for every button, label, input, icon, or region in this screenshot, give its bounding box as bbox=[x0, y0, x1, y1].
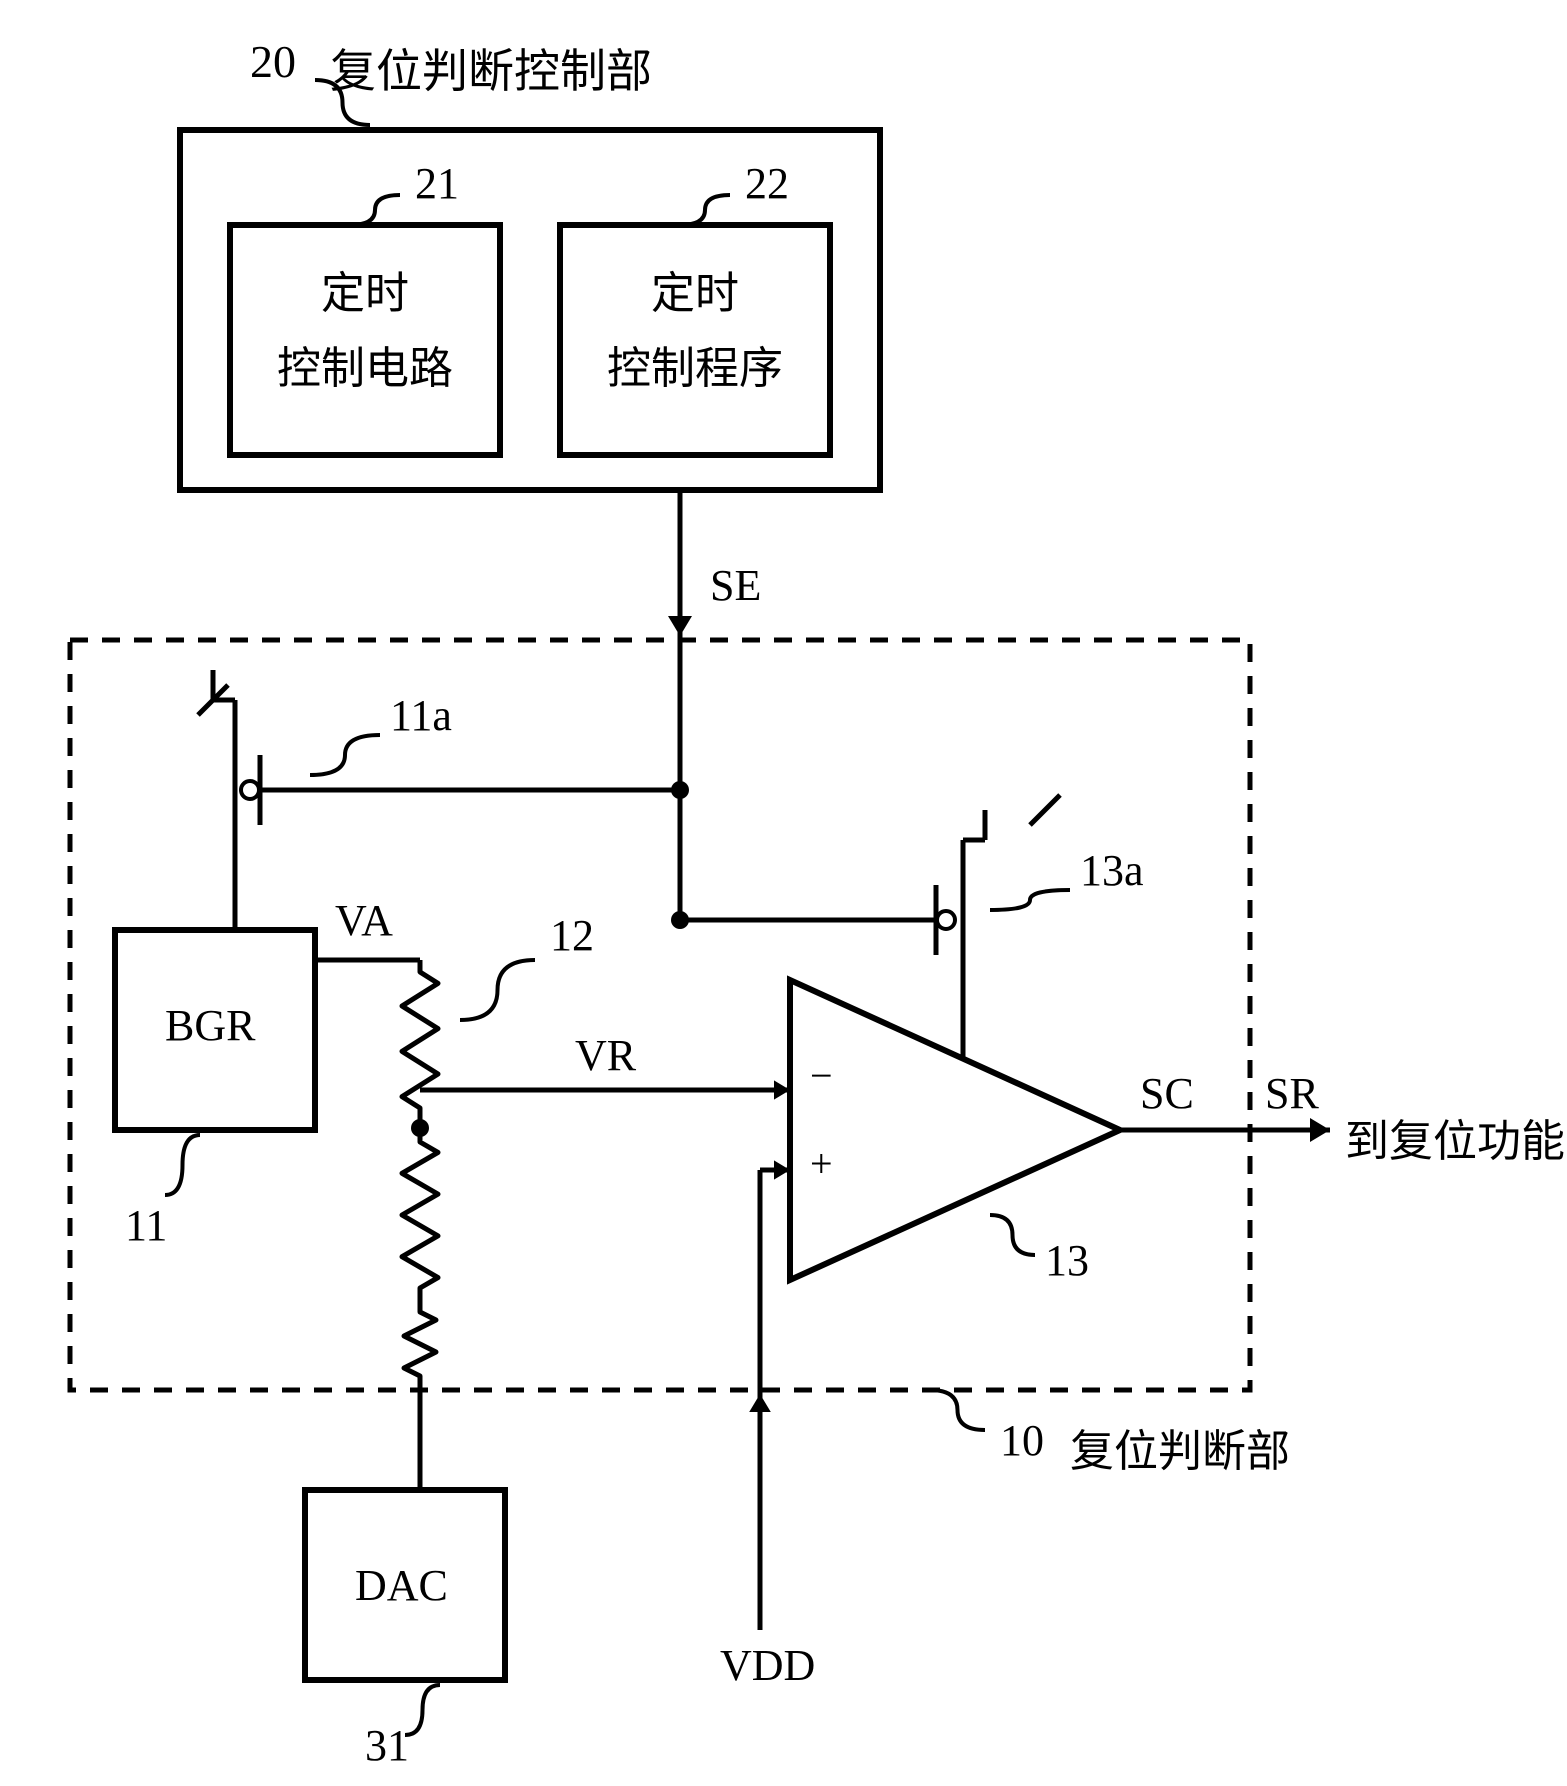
label-13a: 13a bbox=[1080, 845, 1144, 896]
label-to-reset: 到复位功能 bbox=[1345, 1105, 1565, 1169]
label-SE: SE bbox=[710, 560, 761, 611]
block21-line2: 控制电路 bbox=[230, 340, 500, 397]
label-BGR: BGR bbox=[165, 1000, 255, 1051]
label-20-name: 复位判断控制部 bbox=[330, 35, 652, 101]
block22-line1: 定时 bbox=[560, 265, 830, 322]
label-VA: VA bbox=[335, 895, 393, 946]
block21-line1: 定时 bbox=[230, 265, 500, 322]
label-VDD: VDD bbox=[720, 1640, 815, 1691]
label-VR: VR bbox=[575, 1030, 636, 1081]
label-12: 12 bbox=[550, 910, 594, 961]
label-SR: SR bbox=[1265, 1068, 1319, 1119]
opamp-minus: − bbox=[810, 1052, 833, 1099]
label-11a: 11a bbox=[390, 690, 452, 741]
block22-line2: 控制程序 bbox=[560, 340, 830, 397]
label-31: 31 bbox=[365, 1720, 409, 1771]
label-DAC: DAC bbox=[355, 1560, 448, 1611]
opamp-plus: + bbox=[810, 1140, 833, 1187]
label-22-num: 22 bbox=[745, 158, 789, 209]
label-20-num: 20 bbox=[250, 35, 296, 88]
label-SC: SC bbox=[1140, 1068, 1194, 1119]
label-10-num: 10 bbox=[1000, 1415, 1044, 1466]
label-21-num: 21 bbox=[415, 158, 459, 209]
label-10-name: 复位判断部 bbox=[1070, 1415, 1290, 1479]
label-13: 13 bbox=[1045, 1235, 1089, 1286]
label-11: 11 bbox=[125, 1200, 167, 1251]
